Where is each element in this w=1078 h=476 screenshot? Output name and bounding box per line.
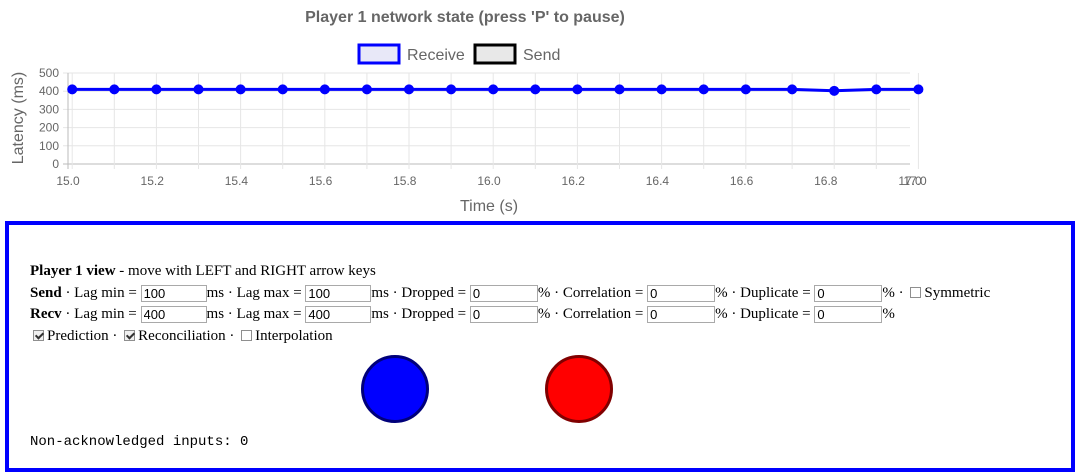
data-point	[787, 84, 798, 95]
interpolation-checkbox[interactable]	[241, 329, 253, 341]
data-point	[698, 84, 709, 95]
panel-subtitle: - move with LEFT and RIGHT arrow keys	[115, 263, 376, 279]
data-point	[488, 84, 499, 95]
player-2-ball	[545, 355, 613, 423]
data-point	[913, 84, 924, 95]
data-point	[151, 84, 162, 95]
symmetric-checkbox[interactable]	[910, 286, 922, 298]
separator: ·	[108, 327, 122, 344]
data-point	[614, 84, 625, 95]
non-acknowledged-inputs-status: Non-acknowledged inputs: 0	[30, 434, 249, 450]
x-tick-label: 17.0	[898, 174, 922, 188]
data-point	[277, 84, 288, 95]
pct-end: %	[882, 306, 895, 322]
dropped-label: ms · Dropped =	[371, 284, 470, 301]
panel-title: Player 1 view	[30, 263, 116, 279]
lag-max-label: ms · Lag max =	[206, 284, 306, 301]
chart-title: Player 1 network state (press 'P' to pau…	[305, 9, 625, 26]
data-point	[235, 84, 246, 95]
x-tick-label: 16.0	[477, 174, 501, 188]
symmetric-label: Symmetric	[924, 284, 991, 301]
y-tick-label: 100	[39, 139, 59, 153]
send-correlation-input[interactable]	[647, 284, 716, 302]
data-point	[361, 84, 372, 95]
panel-heading: Player 1 view - move with LEFT and RIGHT…	[30, 261, 990, 283]
y-axis-ticks: 500 400 300 200 100 0	[39, 66, 59, 171]
recv-label: Recv	[30, 306, 62, 322]
player-1-ball	[361, 355, 429, 423]
correlation-label: % · Correlation =	[537, 284, 648, 301]
pct-separator: % ·	[882, 284, 908, 301]
recv-row: Recv · Lag min = ms · Lag max = ms · Dro…	[30, 304, 990, 326]
x-tick-label: 15.8	[393, 174, 417, 188]
x-tick-label: 16.4	[646, 174, 670, 188]
data-point	[572, 84, 583, 95]
correlation-label: % · Correlation =	[537, 306, 648, 322]
data-point	[319, 84, 330, 95]
legend-label-receive[interactable]: Receive	[407, 47, 465, 64]
duplicate-label: % · Duplicate =	[715, 284, 815, 301]
x-axis-ticks: 15.0 15.2 15.4 15.6 15.8 16.0 16.2 16.4 16.6 16.8…	[56, 174, 927, 188]
data-point	[740, 84, 751, 95]
y-tick-label: 200	[39, 121, 59, 135]
player-view-panel: Player 1 view - move with LEFT and RIGHT…	[5, 221, 1075, 472]
x-tick-label: 16.6	[730, 174, 754, 188]
recv-lag-min-input[interactable]	[140, 306, 207, 324]
y-tick-label: 0	[52, 157, 59, 171]
network-controls: Player 1 view - move with LEFT and RIGHT…	[30, 261, 990, 347]
x-tick-label: 15.2	[141, 174, 165, 188]
latency-chart: Player 1 network state (press 'P' to pau…	[10, 9, 927, 215]
data-point	[193, 84, 204, 95]
y-tick-label: 300	[39, 102, 59, 116]
x-tick-label: 15.0	[56, 174, 80, 188]
send-dropped-input[interactable]	[469, 284, 538, 302]
duplicate-label: % · Duplicate =	[715, 306, 815, 322]
recv-lag-max-input[interactable]	[305, 306, 372, 324]
data-point	[530, 84, 541, 95]
data-point	[656, 84, 667, 95]
recv-dropped-input[interactable]	[469, 306, 538, 324]
series-layer	[67, 84, 924, 96]
data-point	[404, 84, 415, 95]
separator: ·	[225, 327, 239, 344]
legend-swatch-receive[interactable]	[357, 43, 401, 65]
x-tick-label: 15.4	[225, 174, 249, 188]
lag-max-label: ms · Lag max =	[206, 306, 306, 322]
lag-min-label: · Lag min =	[61, 306, 141, 322]
legend: Receive Send	[357, 43, 560, 65]
data-point	[871, 84, 882, 95]
legend-label-send[interactable]: Send	[523, 47, 560, 64]
x-tick-label: 16.2	[562, 174, 586, 188]
prediction-label: Prediction	[47, 327, 109, 344]
send-lag-max-input[interactable]	[305, 284, 372, 302]
send-label: Send	[30, 284, 62, 301]
lag-min-label: · Lag min =	[61, 284, 141, 301]
send-duplicate-input[interactable]	[814, 284, 883, 302]
recv-correlation-input[interactable]	[647, 306, 716, 324]
recv-duplicate-input[interactable]	[814, 306, 883, 324]
y-tick-label: 500	[39, 66, 59, 80]
x-axis-title: Time (s)	[460, 198, 518, 215]
x-tick-label: 17.0	[903, 174, 927, 188]
data-point	[446, 84, 457, 95]
y-tick-label: 400	[39, 84, 59, 98]
send-row: Send · Lag min = ms · Lag max = ms · Dro…	[30, 283, 990, 305]
reconciliation-checkbox[interactable]	[124, 329, 136, 341]
dropped-label: ms · Dropped =	[371, 306, 470, 322]
legend-swatch-send[interactable]	[473, 43, 517, 65]
options-row: Prediction · Reconciliation · Interpolat…	[30, 326, 990, 348]
data-point	[67, 84, 78, 95]
interpolation-label: Interpolation	[255, 327, 333, 344]
x-tick-label: 15.6	[309, 174, 333, 188]
data-point	[829, 85, 840, 96]
reconciliation-label: Reconciliation	[138, 327, 226, 344]
y-axis-title: Latency (ms)	[10, 72, 27, 164]
send-lag-min-input[interactable]	[140, 284, 207, 302]
prediction-checkbox[interactable]	[33, 329, 44, 341]
x-tick-label: 16.8	[814, 174, 838, 188]
data-point	[109, 84, 120, 95]
